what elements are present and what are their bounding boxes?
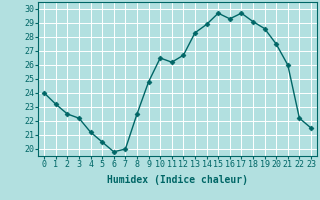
X-axis label: Humidex (Indice chaleur): Humidex (Indice chaleur): [107, 175, 248, 185]
